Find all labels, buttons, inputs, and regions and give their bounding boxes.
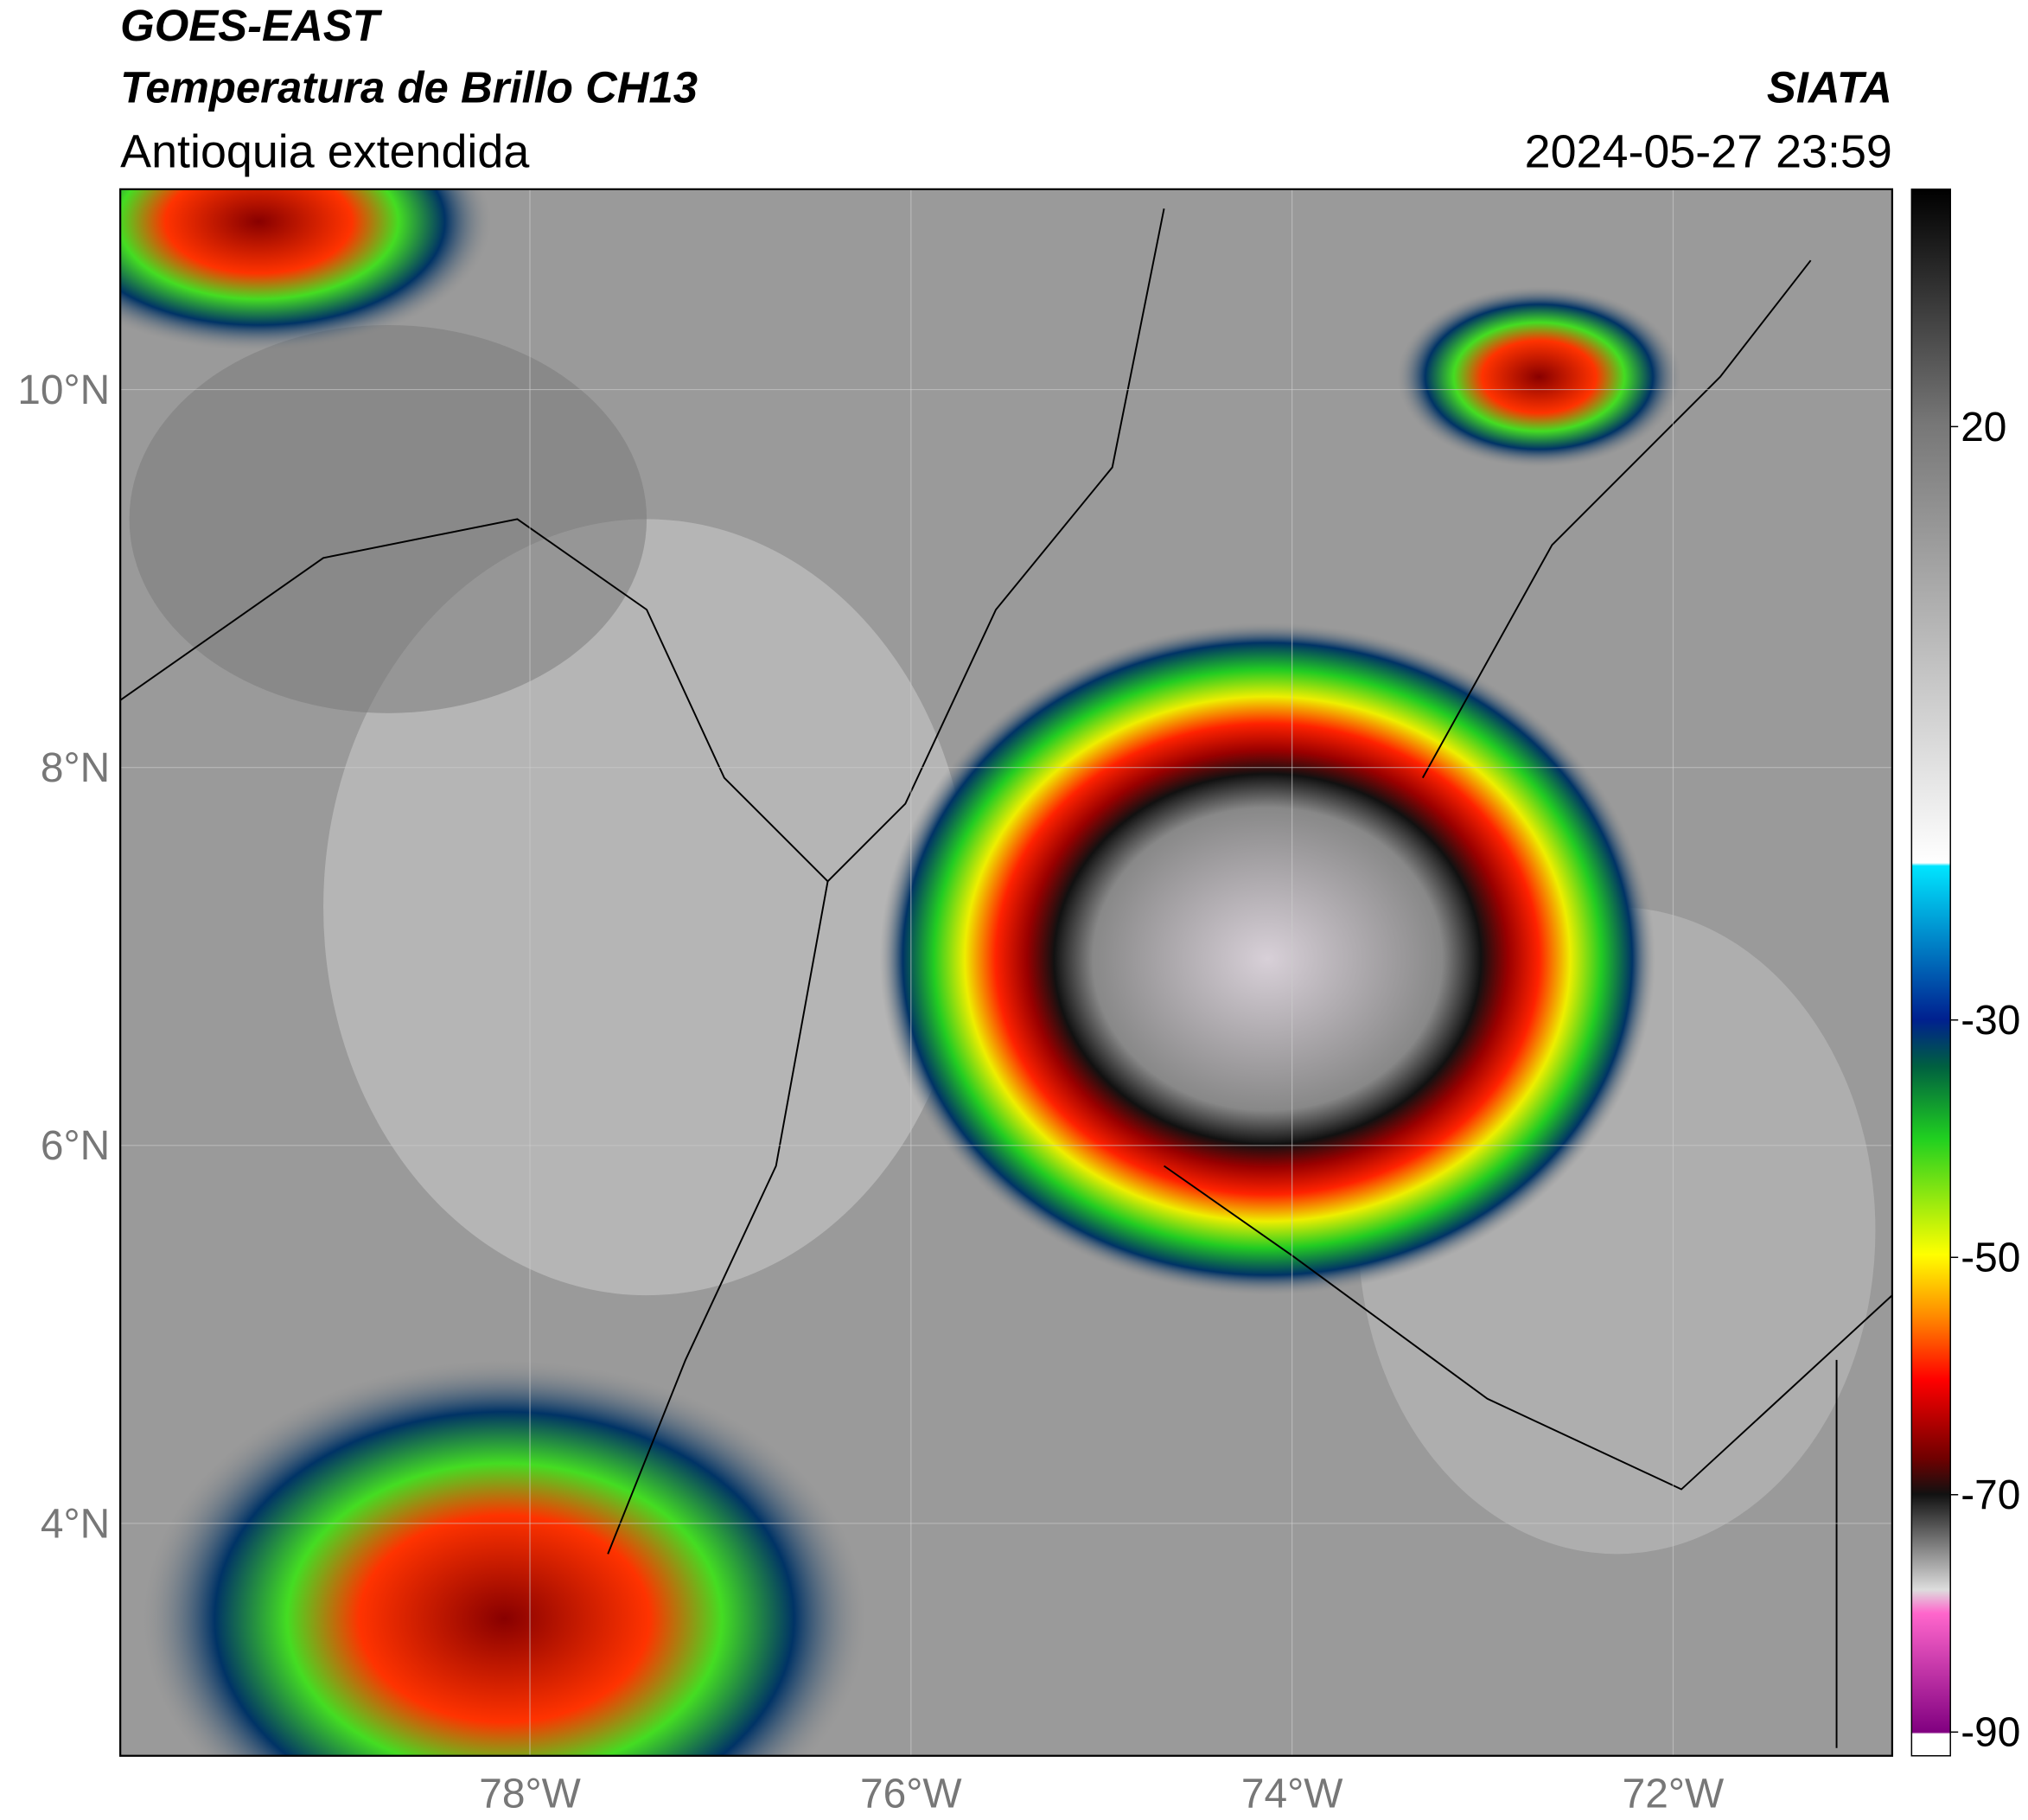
satellite-image bbox=[120, 188, 1892, 1756]
x-tick-label: 78°W bbox=[479, 1772, 581, 1816]
y-tick-label: 4°N bbox=[41, 1501, 110, 1547]
y-tick-label: 6°N bbox=[41, 1123, 110, 1169]
region: Antioquia extendida bbox=[120, 125, 529, 177]
colorbar bbox=[1910, 188, 1951, 1757]
colorbar-tick-label: -30 bbox=[1961, 998, 2020, 1044]
x-tick-label: 76°W bbox=[860, 1772, 962, 1816]
x-tick-label: 72°W bbox=[1623, 1772, 1725, 1816]
y-tick-label: 8°N bbox=[41, 745, 110, 791]
y-tick-label: 10°N bbox=[17, 367, 110, 413]
x-tick-label: 74°W bbox=[1241, 1772, 1343, 1816]
colorbar-tick-label: -50 bbox=[1961, 1236, 2020, 1281]
colorbar-tick-label: -90 bbox=[1961, 1710, 2020, 1756]
colorbar-tick-label: 20 bbox=[1961, 405, 2006, 450]
colorbar-tick-label: -70 bbox=[1961, 1472, 2020, 1518]
graticule bbox=[120, 188, 1892, 1756]
datetime: 2024-05-27 23:59 bbox=[1525, 125, 1892, 177]
map-frame bbox=[119, 188, 1894, 1757]
title: GOES-EAST bbox=[120, 1, 382, 50]
source: SIATA bbox=[1767, 63, 1892, 112]
subtitle: Temperatura de Brillo CH13 bbox=[120, 63, 698, 112]
